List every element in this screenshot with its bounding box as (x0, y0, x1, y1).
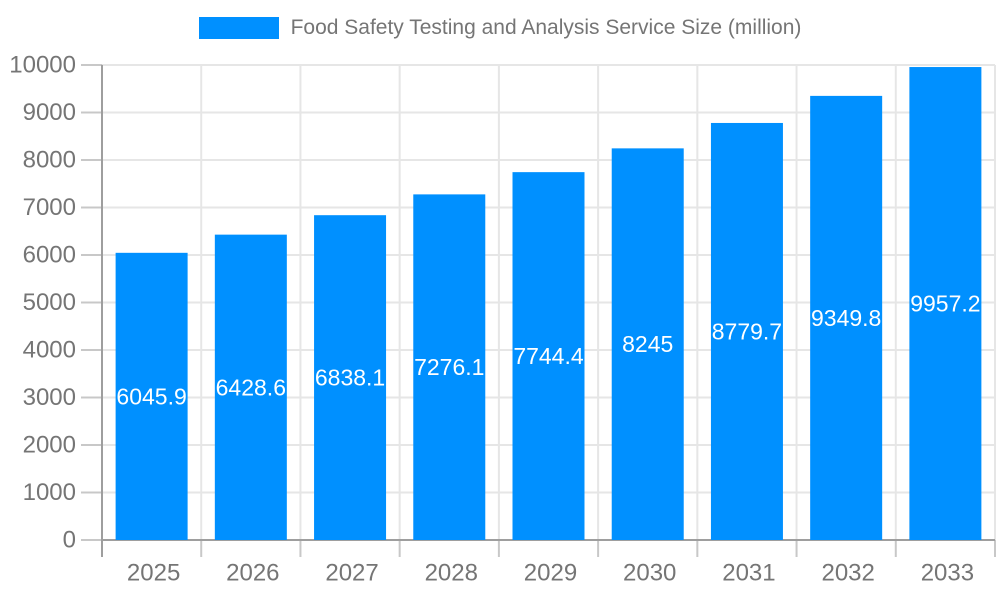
bar-value-label: 8245 (622, 331, 673, 357)
legend-swatch (198, 17, 279, 39)
x-tick-label: 2029 (524, 560, 577, 587)
x-tick-label: 2033 (921, 560, 974, 587)
x-tick-label: 2025 (127, 560, 180, 587)
y-tick-label: 7000 (23, 194, 76, 221)
bar-value-label: 6045.9 (116, 383, 186, 409)
y-tick-label: 6000 (23, 242, 76, 269)
bar-value-label: 9349.8 (811, 305, 881, 331)
chart-legend: Food Safety Testing and Analysis Service… (0, 16, 1000, 40)
bar-2030 (611, 148, 684, 541)
y-tick-label: 3000 (23, 384, 76, 411)
y-tick-label: 2000 (23, 432, 76, 459)
bar-2025 (115, 252, 188, 540)
y-tick-label: 10000 (9, 52, 76, 79)
y-tick-label: 4000 (23, 337, 76, 364)
bar-2027 (314, 215, 387, 540)
bar-2026 (214, 234, 287, 541)
bar-2033 (909, 67, 982, 541)
y-tick-label: 9000 (23, 99, 76, 126)
x-tick-label: 2026 (226, 560, 279, 587)
x-tick-label: 2027 (325, 560, 378, 587)
y-tick-label: 1000 (23, 479, 76, 506)
x-tick-label: 2032 (821, 560, 874, 587)
x-tick-label: 2028 (425, 560, 478, 587)
y-tick-label: 8000 (23, 147, 76, 174)
bar-value-label: 8779.7 (712, 318, 782, 344)
y-tick-label: 5000 (23, 289, 76, 316)
bar-value-label: 6428.6 (216, 374, 286, 400)
bar-2031 (710, 122, 783, 541)
bar-value-label: 7276.1 (414, 354, 484, 380)
bar-2032 (810, 95, 883, 541)
y-tick-label: 0 (63, 527, 76, 554)
chart-title: Food Safety Testing and Analysis Service… (290, 16, 802, 39)
bar-2028 (413, 194, 486, 540)
x-tick-label: 2030 (623, 560, 676, 587)
bar-value-label: 7744.4 (513, 343, 584, 369)
bar-2029 (512, 172, 585, 541)
bar-value-label: 9957.2 (910, 291, 980, 317)
x-tick-label: 2031 (722, 560, 775, 587)
bar-value-label: 6838.1 (315, 365, 385, 391)
